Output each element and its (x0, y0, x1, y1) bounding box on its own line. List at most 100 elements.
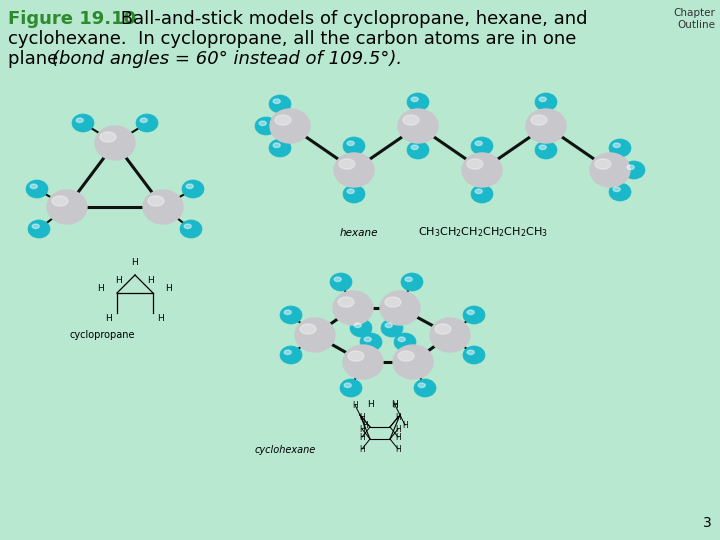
Ellipse shape (347, 189, 354, 193)
Ellipse shape (531, 115, 547, 125)
Ellipse shape (471, 185, 493, 203)
Ellipse shape (609, 139, 631, 157)
Text: CH$_3$CH$_2$CH$_2$CH$_2$CH$_2$CH$_3$: CH$_3$CH$_2$CH$_2$CH$_2$CH$_2$CH$_3$ (418, 225, 548, 239)
Text: H: H (106, 314, 112, 323)
Text: H: H (132, 258, 138, 267)
Ellipse shape (338, 297, 354, 307)
Ellipse shape (184, 224, 192, 228)
Ellipse shape (32, 224, 40, 228)
Text: H: H (392, 401, 398, 409)
Ellipse shape (623, 161, 645, 179)
Ellipse shape (627, 165, 634, 170)
Ellipse shape (381, 319, 403, 337)
Ellipse shape (394, 333, 416, 351)
Ellipse shape (463, 306, 485, 324)
Ellipse shape (280, 346, 302, 364)
Text: H: H (116, 276, 122, 285)
Ellipse shape (284, 350, 292, 355)
Ellipse shape (280, 306, 302, 324)
Ellipse shape (300, 324, 316, 334)
Ellipse shape (430, 318, 470, 352)
Text: H: H (395, 424, 401, 434)
Ellipse shape (333, 291, 373, 325)
Ellipse shape (398, 351, 414, 361)
Ellipse shape (269, 139, 291, 157)
Ellipse shape (398, 337, 405, 342)
Ellipse shape (539, 97, 546, 102)
Ellipse shape (435, 324, 451, 334)
Ellipse shape (255, 117, 277, 135)
Ellipse shape (76, 118, 84, 123)
Ellipse shape (613, 143, 620, 147)
Ellipse shape (344, 383, 351, 388)
Text: Ball-and-stick models of cyclopropane, hexane, and: Ball-and-stick models of cyclopropane, h… (115, 10, 588, 28)
Ellipse shape (398, 109, 438, 143)
Ellipse shape (403, 115, 419, 125)
Ellipse shape (467, 350, 474, 355)
Ellipse shape (414, 379, 436, 397)
Ellipse shape (269, 95, 291, 113)
Ellipse shape (364, 337, 372, 342)
Text: H: H (392, 400, 398, 409)
Ellipse shape (30, 184, 37, 188)
Ellipse shape (590, 153, 630, 187)
Text: H: H (98, 284, 104, 293)
Text: (bond angles = 60° instead of 109.5°).: (bond angles = 60° instead of 109.5°). (52, 50, 402, 68)
Ellipse shape (360, 333, 382, 351)
Text: H: H (166, 284, 172, 293)
Ellipse shape (350, 319, 372, 337)
Ellipse shape (354, 323, 361, 328)
Ellipse shape (467, 159, 483, 169)
Text: H: H (402, 421, 408, 429)
Ellipse shape (401, 273, 423, 291)
Ellipse shape (339, 159, 355, 169)
Ellipse shape (136, 114, 158, 132)
Ellipse shape (467, 310, 474, 314)
Ellipse shape (385, 323, 392, 328)
Text: Figure 19.10: Figure 19.10 (8, 10, 136, 28)
Ellipse shape (273, 99, 280, 104)
Text: Outline: Outline (677, 20, 715, 30)
Text: H: H (359, 444, 365, 454)
Ellipse shape (180, 220, 202, 238)
Text: H: H (148, 276, 154, 285)
Text: H: H (359, 433, 365, 442)
Ellipse shape (347, 141, 354, 146)
Ellipse shape (275, 115, 291, 125)
Ellipse shape (539, 145, 546, 150)
Ellipse shape (380, 291, 420, 325)
Ellipse shape (418, 383, 426, 388)
Ellipse shape (340, 379, 362, 397)
Ellipse shape (26, 180, 48, 198)
Text: cyclopropane: cyclopropane (70, 330, 135, 340)
Ellipse shape (100, 132, 116, 142)
Ellipse shape (284, 310, 292, 314)
Ellipse shape (186, 184, 193, 188)
Text: H: H (359, 424, 365, 434)
Ellipse shape (471, 137, 493, 155)
Text: 3: 3 (703, 516, 711, 530)
Ellipse shape (613, 187, 620, 192)
Text: H: H (366, 400, 374, 409)
Ellipse shape (475, 189, 482, 193)
Ellipse shape (535, 93, 557, 111)
Ellipse shape (609, 183, 631, 201)
Ellipse shape (475, 141, 482, 146)
Ellipse shape (52, 196, 68, 206)
Text: H: H (158, 314, 164, 323)
Text: H: H (395, 413, 401, 422)
Ellipse shape (273, 143, 280, 147)
Ellipse shape (259, 121, 266, 126)
Ellipse shape (47, 190, 87, 224)
Ellipse shape (407, 93, 429, 111)
Text: hexane: hexane (340, 228, 379, 238)
Text: H: H (359, 413, 365, 422)
Ellipse shape (526, 109, 566, 143)
Text: H: H (395, 444, 401, 454)
Ellipse shape (405, 277, 413, 281)
Ellipse shape (348, 351, 364, 361)
Ellipse shape (72, 114, 94, 132)
Ellipse shape (330, 273, 352, 291)
Ellipse shape (148, 196, 164, 206)
Ellipse shape (95, 126, 135, 160)
